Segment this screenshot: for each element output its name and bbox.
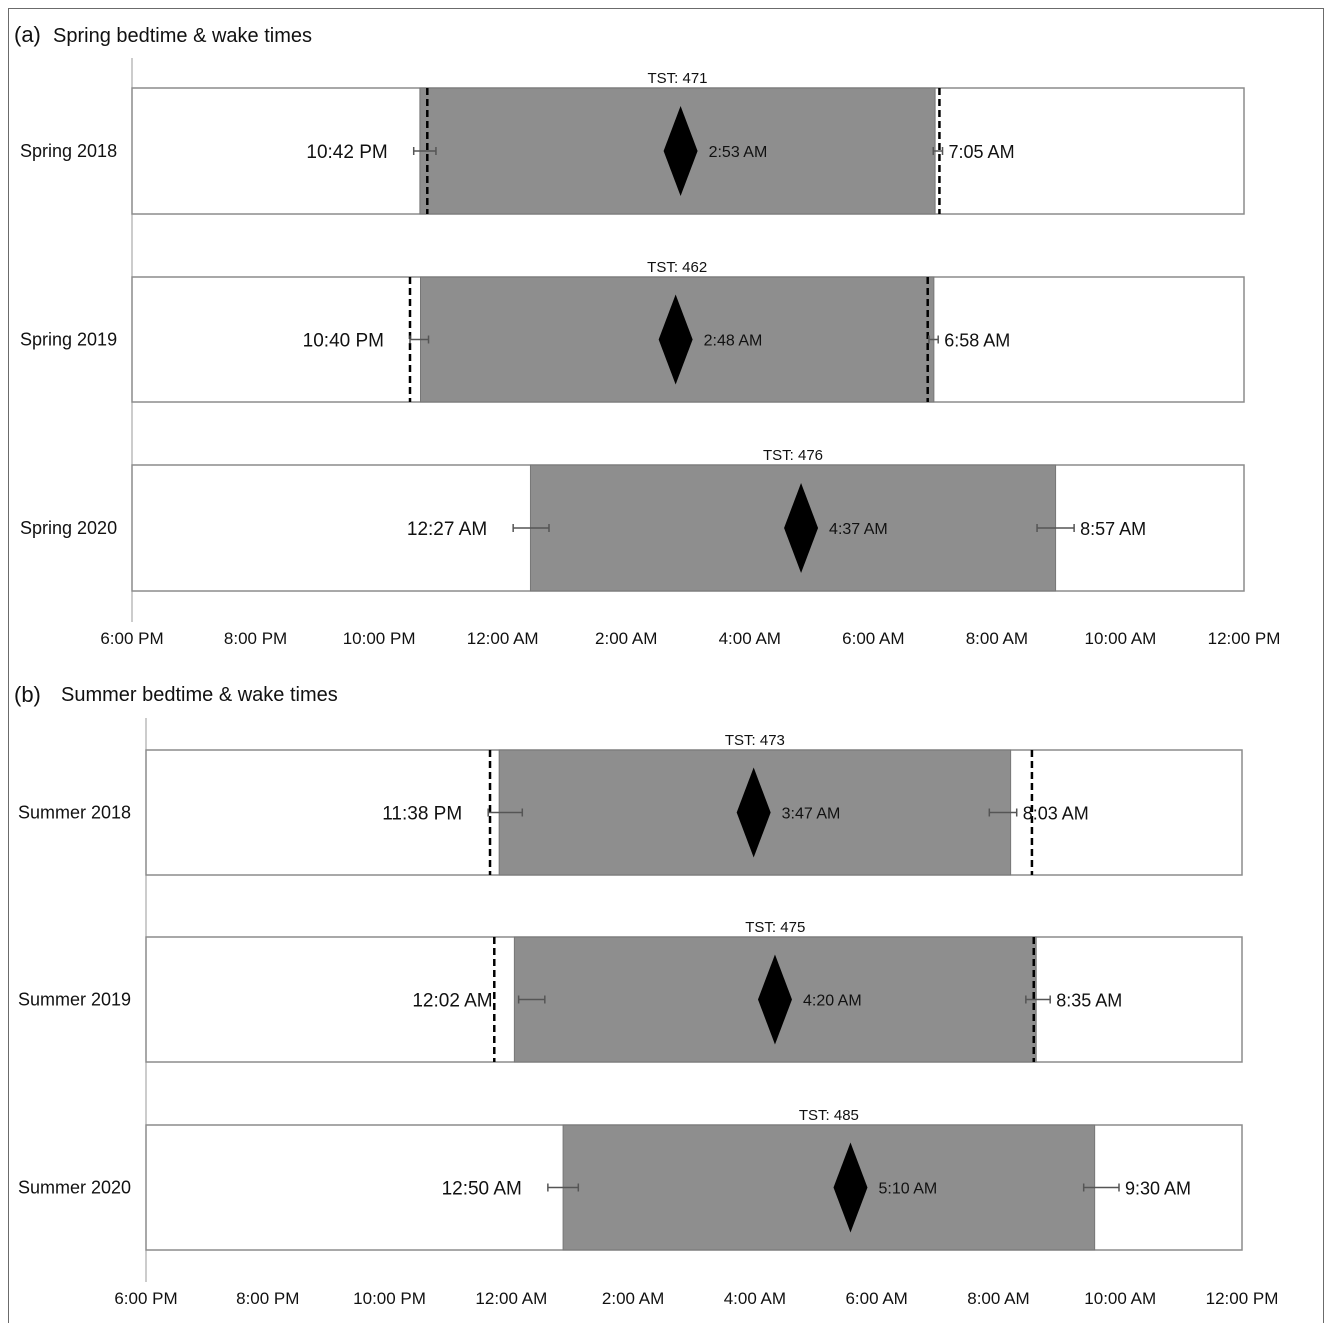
x-tick-label: 10:00 AM xyxy=(1084,1289,1156,1308)
sleep-midpoint-diamond xyxy=(833,1142,868,1233)
x-tick-label: 12:00 AM xyxy=(467,629,539,648)
sleep-midpoint-diamond xyxy=(757,954,792,1045)
row-category-label: Spring 2018 xyxy=(20,141,117,161)
waketime-label: 7:05 AM xyxy=(949,142,1015,162)
x-tick-label: 6:00 AM xyxy=(845,1289,907,1308)
panel-a-label: (a) xyxy=(14,22,41,47)
x-tick-label: 2:00 AM xyxy=(595,629,657,648)
x-tick-label: 10:00 PM xyxy=(353,1289,426,1308)
midpoint-label: 4:20 AM xyxy=(803,993,862,1010)
x-tick-label: 8:00 AM xyxy=(967,1289,1029,1308)
row-category-label: Summer 2019 xyxy=(18,990,131,1010)
row-category-label: Summer 2020 xyxy=(18,1178,131,1198)
sleep-period-bar xyxy=(562,1124,1096,1251)
tst-label: TST: 485 xyxy=(799,1107,859,1124)
tst-label: TST: 473 xyxy=(725,732,785,749)
x-tick-label: 8:00 PM xyxy=(224,629,287,648)
x-tick-label: 12:00 AM xyxy=(475,1289,547,1308)
waketime-label: 6:58 AM xyxy=(944,331,1010,351)
midpoint-label: 2:48 AM xyxy=(704,333,763,350)
tst-label: TST: 471 xyxy=(647,70,707,87)
tst-label: TST: 476 xyxy=(763,447,823,464)
sleep-midpoint-diamond xyxy=(658,294,693,385)
bedtime-label: 12:50 AM xyxy=(442,1179,522,1200)
x-tick-label: 4:00 AM xyxy=(719,629,781,648)
x-tick-label: 10:00 PM xyxy=(343,629,416,648)
x-tick-label: 2:00 AM xyxy=(602,1289,664,1308)
x-tick-label: 12:00 PM xyxy=(1208,629,1281,648)
midpoint-label: 5:10 AM xyxy=(878,1181,937,1198)
x-tick-label: 6:00 PM xyxy=(114,1289,177,1308)
bedtime-label: 10:42 PM xyxy=(306,142,387,163)
waketime-label: 8:35 AM xyxy=(1056,991,1122,1011)
row-category-label: Spring 2019 xyxy=(20,330,117,350)
figure-frame xyxy=(8,8,1324,1323)
sleep-midpoint-diamond xyxy=(736,767,771,858)
bedtime-label: 12:02 AM xyxy=(412,991,492,1012)
panel-b-title: Summer bedtime & wake times xyxy=(61,684,338,706)
bedtime-label: 10:40 PM xyxy=(303,331,384,352)
x-tick-label: 8:00 PM xyxy=(236,1289,299,1308)
sleep-midpoint-diamond xyxy=(784,483,819,573)
row-category-label: Summer 2018 xyxy=(18,803,131,823)
x-tick-label: 6:00 PM xyxy=(100,629,163,648)
waketime-label: 8:57 AM xyxy=(1080,519,1146,539)
x-tick-label: 8:00 AM xyxy=(966,629,1028,648)
x-tick-label: 12:00 PM xyxy=(1206,1289,1279,1308)
x-tick-label: 6:00 AM xyxy=(842,629,904,648)
panel-a-title: Spring bedtime & wake times xyxy=(53,25,313,47)
sleep-midpoint-diamond xyxy=(663,106,698,196)
midpoint-label: 2:53 AM xyxy=(709,144,768,161)
waketime-label: 9:30 AM xyxy=(1125,1179,1191,1199)
panel-b-label: (b) xyxy=(14,682,41,707)
x-tick-label: 10:00 AM xyxy=(1085,629,1157,648)
tst-label: TST: 475 xyxy=(745,919,805,936)
x-tick-label: 4:00 AM xyxy=(724,1289,786,1308)
midpoint-label: 3:47 AM xyxy=(782,806,841,823)
tst-label: TST: 462 xyxy=(647,259,707,276)
bedtime-label: 11:38 PM xyxy=(382,804,462,825)
bedtime-label: 12:27 AM xyxy=(407,519,487,540)
row-category-label: Spring 2020 xyxy=(20,518,117,538)
waketime-label: 8:03 AM xyxy=(1023,804,1089,824)
midpoint-label: 4:37 AM xyxy=(829,521,888,538)
